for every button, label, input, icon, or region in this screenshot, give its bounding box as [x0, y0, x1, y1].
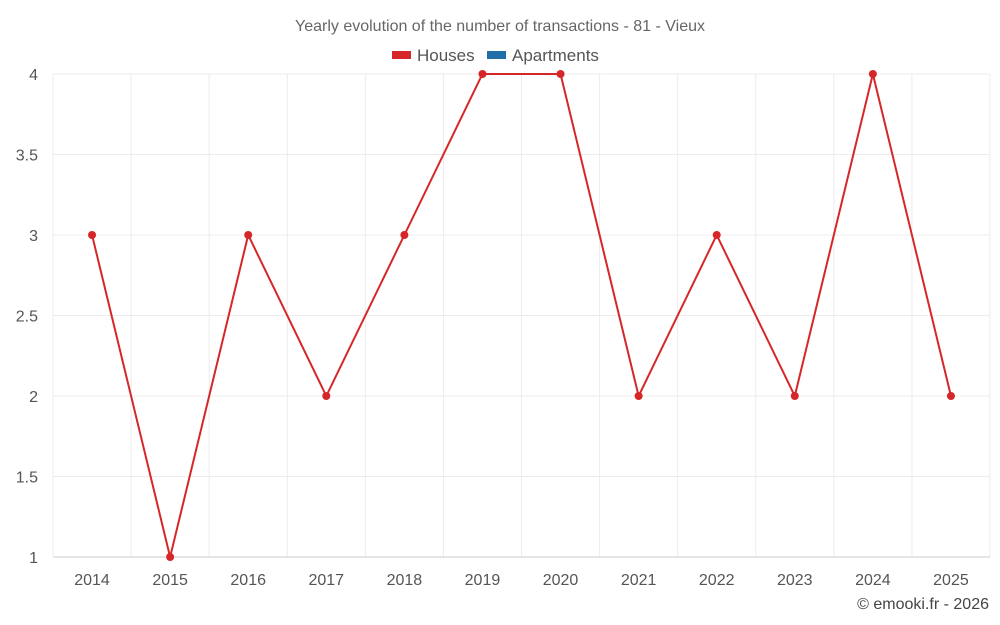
- x-tick-label: 2018: [387, 572, 423, 589]
- data-point-houses[interactable]: [868, 70, 877, 78]
- data-point-houses[interactable]: [166, 553, 175, 561]
- data-point-houses[interactable]: [634, 392, 643, 400]
- legend-swatch-apartments: [487, 51, 506, 59]
- legend-item-houses[interactable]: Houses: [392, 46, 475, 65]
- y-tick-label: 3: [29, 228, 38, 245]
- data-point-houses[interactable]: [244, 231, 253, 239]
- chart-title: Yearly evolution of the number of transa…: [295, 18, 705, 35]
- credit-text: © emooki.fr - 2026: [857, 596, 989, 613]
- x-tick-label: 2020: [543, 572, 579, 589]
- x-tick-label: 2017: [308, 572, 344, 589]
- data-point-houses[interactable]: [946, 392, 955, 400]
- y-tick-label: 3.5: [16, 148, 38, 165]
- x-tick-label: 2019: [465, 572, 501, 589]
- x-tick-label: 2024: [855, 572, 891, 589]
- legend-label-houses: Houses: [417, 46, 475, 65]
- y-tick-label: 4: [29, 67, 38, 84]
- y-tick-label: 2.5: [16, 309, 38, 326]
- x-tick-label: 2015: [152, 572, 188, 589]
- data-point-houses[interactable]: [322, 392, 331, 400]
- x-tick-label: 2021: [621, 572, 657, 589]
- y-tick-label: 1: [29, 550, 38, 567]
- x-tick-label: 2022: [699, 572, 735, 589]
- data-point-houses[interactable]: [88, 231, 97, 239]
- legend-label-apartments: Apartments: [512, 46, 599, 65]
- data-point-houses[interactable]: [400, 231, 409, 239]
- legend-swatch-houses: [392, 51, 411, 59]
- data-point-houses[interactable]: [712, 231, 721, 239]
- x-tick-label: 2014: [74, 572, 110, 589]
- x-tick-label: 2023: [777, 572, 813, 589]
- y-tick-label: 1.5: [16, 470, 38, 487]
- x-axis-ticks: 2014 2015 2016 2017 2018 2019 2020 2021 2022 2023…: [74, 572, 969, 589]
- plot-area: [88, 70, 955, 561]
- legend: Houses Apartments: [392, 46, 599, 65]
- y-tick-label: 2: [29, 389, 38, 406]
- data-point-houses[interactable]: [790, 392, 799, 400]
- data-point-houses[interactable]: [478, 70, 487, 78]
- gridlines: [52, 73, 991, 557]
- y-axis-ticks: 1 1.5 2 2.5 3 3.5 4: [16, 67, 38, 567]
- data-point-houses[interactable]: [556, 70, 565, 78]
- series-line-houses: [91, 73, 952, 558]
- legend-item-apartments[interactable]: Apartments: [487, 46, 599, 65]
- x-tick-label: 2016: [230, 572, 266, 589]
- x-tick-label: 2025: [933, 572, 969, 589]
